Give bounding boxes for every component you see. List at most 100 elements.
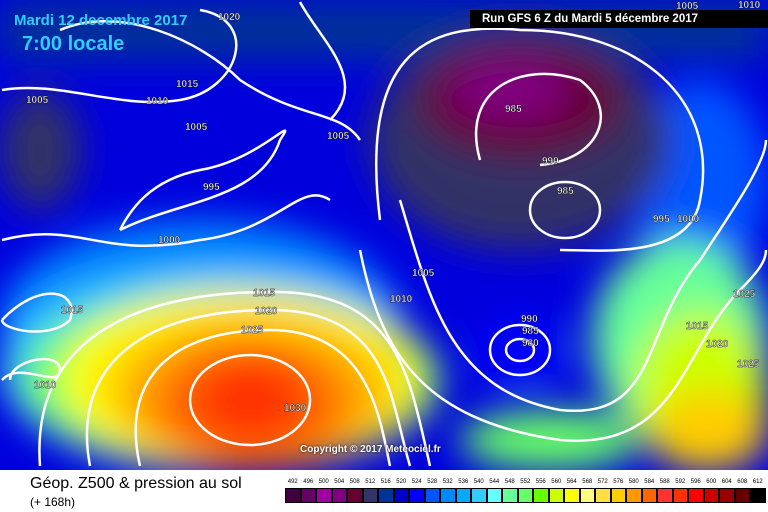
- isobar-label: 1005: [26, 95, 49, 106]
- legend-value: 520: [396, 479, 407, 485]
- legend-value: 536: [458, 479, 469, 485]
- isobar-label: 1010: [738, 0, 761, 11]
- legend-swatch: 588: [657, 478, 673, 503]
- legend-color: [719, 488, 735, 503]
- copyright: Copyright © 2017 Meteociel.fr: [300, 444, 441, 455]
- legend-value: 500: [318, 479, 329, 485]
- legend-color: [672, 488, 688, 503]
- legend-value: 612: [752, 479, 763, 485]
- legend-color: [657, 488, 673, 503]
- legend-value: 580: [628, 479, 639, 485]
- legend-color: [300, 488, 316, 503]
- legend-value: 504: [334, 479, 345, 485]
- geopotential-field: 1020 1005 1010 1015 1005 1005 995 1000 1…: [0, 0, 768, 470]
- isobar-label: 980: [522, 338, 539, 349]
- legend-swatch: 544: [486, 478, 502, 503]
- isobar-label: 1005: [412, 268, 435, 279]
- legend-value: 528: [427, 479, 438, 485]
- legend-color: [362, 488, 378, 503]
- legend-color: [409, 488, 425, 503]
- legend-swatch: 564: [564, 478, 580, 503]
- forecast-time: 7:00 locale: [22, 33, 125, 55]
- legend-swatch: 576: [610, 478, 626, 503]
- legend-value: 492: [287, 479, 298, 485]
- legend-value: 524: [411, 479, 422, 485]
- legend-color: [533, 488, 549, 503]
- isobar-label: 1005: [327, 131, 350, 142]
- legend-value: 556: [535, 479, 546, 485]
- isobar-label: 1015: [176, 79, 199, 90]
- legend-swatch: 504: [331, 478, 347, 503]
- isobar-label: 1025: [733, 289, 756, 300]
- legend-value: 608: [737, 479, 748, 485]
- isobar-label: 1000: [158, 235, 181, 246]
- legend-swatch: 572: [595, 478, 611, 503]
- legend-color: [626, 488, 642, 503]
- isobar-label: 1025: [737, 359, 760, 370]
- legend-color: [734, 488, 750, 503]
- footer: Géop. Z500 & pression au sol (+ 168h) 49…: [0, 470, 768, 512]
- legend-color: [331, 488, 347, 503]
- legend-swatch: 560: [548, 478, 564, 503]
- legend-value: 576: [613, 479, 624, 485]
- legend-value: 508: [349, 479, 360, 485]
- isobar-label: 1010: [146, 96, 169, 107]
- isobar-label: 985: [557, 186, 574, 197]
- isobar-label: 995: [653, 214, 670, 225]
- isobar-label: 990: [542, 156, 559, 167]
- legend-value: 592: [675, 479, 686, 485]
- legend-swatch: 520: [393, 478, 409, 503]
- isobar-label: 1010: [390, 294, 413, 305]
- legend-swatch: 496: [300, 478, 316, 503]
- legend-value: 548: [504, 479, 515, 485]
- isobar-label: 1005: [676, 1, 699, 12]
- legend-value: 604: [721, 479, 732, 485]
- legend-swatch: 608: [734, 478, 750, 503]
- legend-color: [564, 488, 580, 503]
- legend-color: [517, 488, 533, 503]
- legend-color: [688, 488, 704, 503]
- isobar-label: 1005: [185, 122, 208, 133]
- forecast-lead: (+ 168h): [30, 495, 76, 509]
- legend-swatch: 512: [362, 478, 378, 503]
- legend-value: 588: [659, 479, 670, 485]
- run-info: Run GFS 6 Z du Mardi 5 décembre 2017: [470, 10, 768, 28]
- legend-swatch: 580: [626, 478, 642, 503]
- isobar-label: 1015: [61, 305, 84, 316]
- legend-value: 544: [489, 479, 500, 485]
- legend-value: 560: [551, 479, 562, 485]
- legend-value: 596: [690, 479, 701, 485]
- isobar-label: 1025: [241, 325, 264, 336]
- legend-value: 568: [582, 479, 593, 485]
- legend-color: [610, 488, 626, 503]
- legend-swatch: 528: [424, 478, 440, 503]
- legend-swatch: 540: [471, 478, 487, 503]
- isobar-label: 1030: [284, 403, 307, 414]
- legend-swatch: 492: [285, 478, 301, 503]
- legend-color: [424, 488, 440, 503]
- legend-color: [285, 488, 301, 503]
- weather-map: 1020 1005 1010 1015 1005 1005 995 1000 1…: [0, 0, 768, 470]
- legend-swatch: 556: [533, 478, 549, 503]
- legend-swatch: 596: [688, 478, 704, 503]
- legend-value: 516: [380, 479, 391, 485]
- legend-color: [378, 488, 394, 503]
- legend-color: [502, 488, 518, 503]
- legend-color: [440, 488, 456, 503]
- legend-color: [750, 488, 766, 503]
- color-scale-legend: 492 496 500 504 508 512 516 520 524 528 532 536 540 5…: [285, 478, 766, 503]
- legend-color: [471, 488, 487, 503]
- isobar-label: 1015: [253, 288, 276, 299]
- legend-swatch: 524: [409, 478, 425, 503]
- legend-swatch: 612: [750, 478, 766, 503]
- isobar-label: 1000: [677, 214, 700, 225]
- isobar-labels: 1020 1005 1010 1015 1005 1005 995 1000 1…: [26, 0, 761, 414]
- legend-color: [595, 488, 611, 503]
- legend-value: 584: [644, 479, 655, 485]
- legend-color: [548, 488, 564, 503]
- legend-color: [486, 488, 502, 503]
- product-title: Géop. Z500 & pression au sol: [30, 475, 242, 492]
- legend-swatch: 516: [378, 478, 394, 503]
- isobar-label: 990: [521, 314, 538, 325]
- legend-swatch: 548: [502, 478, 518, 503]
